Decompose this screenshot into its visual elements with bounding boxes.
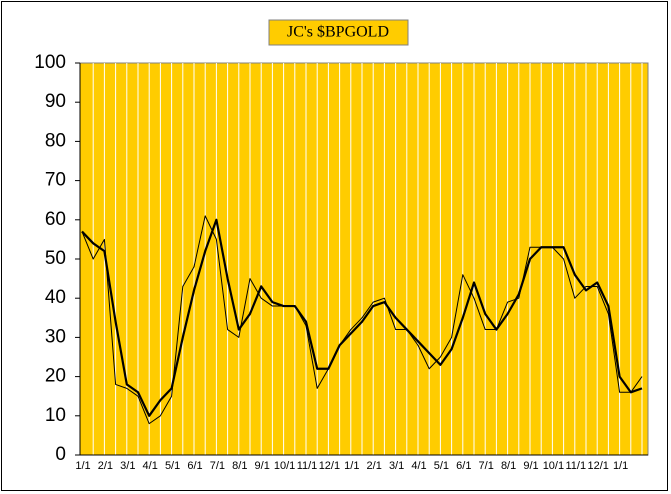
average-line <box>81 218 643 417</box>
x-tick-label: 6/1 <box>456 460 471 472</box>
x-tick-label: 7/1 <box>210 460 225 472</box>
x-tick-label: 12/1 <box>587 460 608 472</box>
y-tick-label: 90 <box>45 91 66 112</box>
x-tick-label: 3/1 <box>120 460 135 472</box>
x-tick-label: 8/1 <box>232 460 247 472</box>
x-tick-label: 1/1 <box>75 460 90 472</box>
x-tick-label: 4/1 <box>411 460 426 472</box>
x-tick-label: 7/1 <box>479 460 494 472</box>
y-tick-label: 70 <box>45 170 66 191</box>
y-tick-label: 40 <box>45 287 66 308</box>
x-tick-label: 6/1 <box>187 460 202 472</box>
y-tick-label: 50 <box>45 248 66 269</box>
y-tick-label: 10 <box>45 405 66 426</box>
plot-area <box>79 62 649 456</box>
x-tick-label: 1/1 <box>344 460 359 472</box>
y-tick-label: 100 <box>34 52 66 73</box>
x-tick-label: 8/1 <box>501 460 516 472</box>
x-tick-label: 12/1 <box>319 460 340 472</box>
title-box <box>268 19 409 46</box>
x-tick-label: 10/1 <box>274 460 295 472</box>
x-tick-label: 2/1 <box>367 460 382 472</box>
y-tick-label: 20 <box>45 366 66 387</box>
x-tick-label: 2/1 <box>98 460 113 472</box>
x-tick-label: 9/1 <box>255 460 270 472</box>
y-tick-label: 80 <box>45 130 66 151</box>
x-tick-label: 5/1 <box>434 460 449 472</box>
x-tick-label: 3/1 <box>389 460 404 472</box>
y-tick-label: 30 <box>45 326 66 347</box>
chart-title: JC's $BPGOLD <box>287 24 389 41</box>
x-tick-label: 11/1 <box>297 460 318 472</box>
x-tick-label: 9/1 <box>523 460 538 472</box>
x-tick-label: 4/1 <box>143 460 158 472</box>
x-tick-label: 11/1 <box>566 460 587 472</box>
x-tick-label: 1/1 <box>613 460 628 472</box>
y-tick-label: 60 <box>45 209 66 230</box>
x-tick-label: 10/1 <box>543 460 564 472</box>
y-tick-label: 0 <box>55 444 66 465</box>
x-tick-label: 5/1 <box>165 460 180 472</box>
